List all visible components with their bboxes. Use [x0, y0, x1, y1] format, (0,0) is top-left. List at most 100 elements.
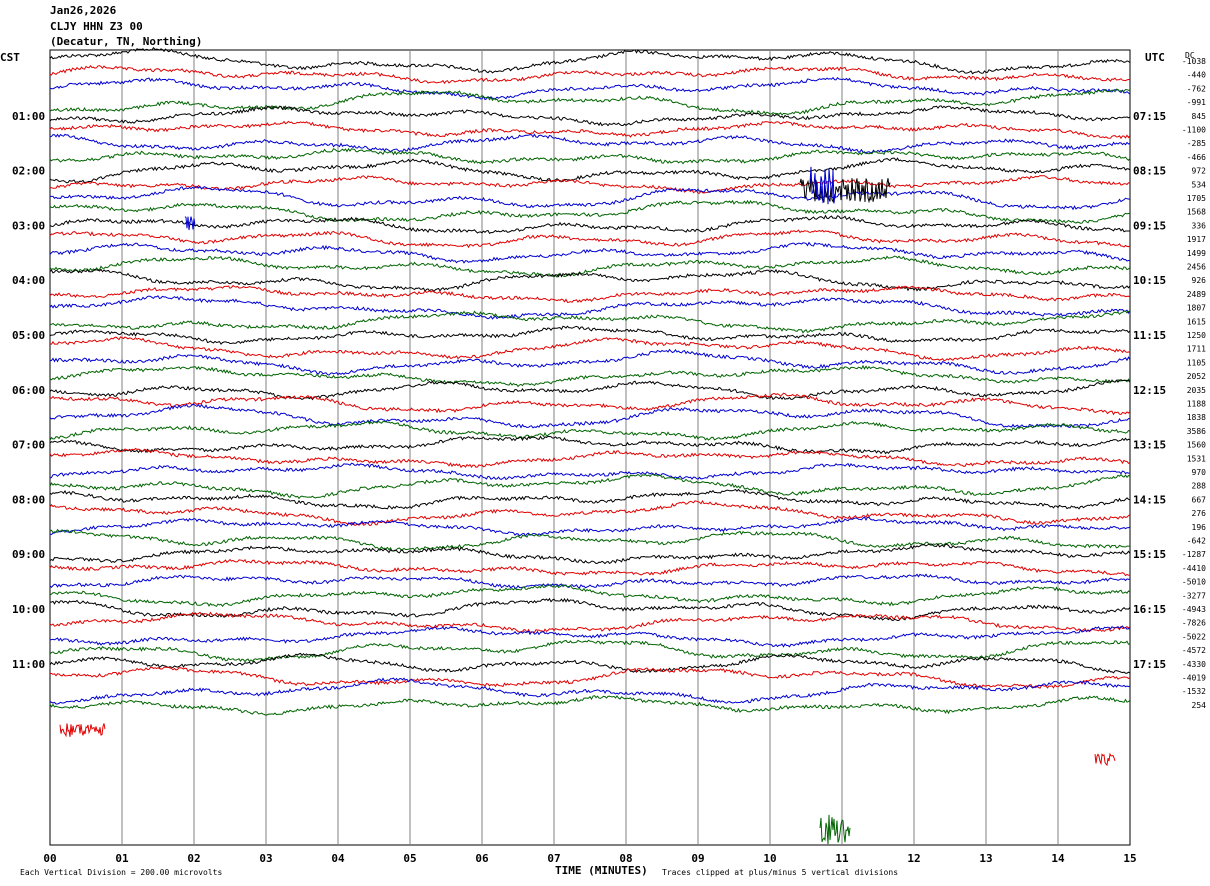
seismic-trace [49, 65, 1130, 85]
clip-note: Traces clipped at plus/minus 5 vertical … [662, 868, 899, 877]
seismic-event [809, 166, 836, 205]
seismic-trace [49, 420, 1131, 441]
seismic-event [819, 814, 851, 845]
seismic-trace [49, 348, 1131, 376]
axis-labels: CST 01:00 02:00 03:00 04:00 05:00 06:00 07:00 08… [0, 51, 1206, 865]
seismic-trace [49, 157, 1131, 184]
seismic-trace [49, 241, 1131, 264]
dc-offset-value: -5010 [1182, 578, 1206, 587]
seismic-event [59, 723, 106, 738]
dc-offset-value: 667 [1192, 495, 1207, 504]
time-label-cst: 10:00 [12, 603, 45, 616]
time-label-cst: 04:00 [12, 274, 45, 287]
seismic-trace [49, 175, 1131, 194]
time-label-utc: 17:15 [1133, 658, 1166, 671]
seismic-event [1094, 752, 1116, 767]
dc-offset-value: 926 [1192, 276, 1207, 285]
seismic-event [799, 178, 891, 204]
dc-offset-value: 196 [1192, 523, 1207, 532]
seismic-trace [49, 695, 1131, 716]
dc-offset-value: -5022 [1182, 632, 1206, 641]
seismic-trace [49, 488, 1131, 510]
x-tick-label: 01 [115, 852, 129, 865]
station-id: CLJY HHN Z3 00 [50, 20, 143, 33]
grid-lines [49, 49, 1131, 846]
x-tick-label: 07 [547, 852, 560, 865]
dc-offset-value: 1105 [1187, 358, 1206, 367]
seismic-trace [50, 310, 1131, 334]
x-tick-label: 10 [763, 852, 776, 865]
x-tick-label: 04 [331, 852, 345, 865]
dc-label: DC [1185, 51, 1195, 60]
dc-offset-value: 2052 [1187, 372, 1206, 381]
dc-offset-value: -440 [1187, 71, 1206, 80]
seismic-trace [49, 542, 1131, 565]
time-label-utc: 08:15 [1133, 165, 1166, 178]
x-tick-label: 11 [835, 852, 849, 865]
seismic-trace [49, 199, 1131, 224]
scale-note: Each Vertical Division = 200.00 microvol… [20, 868, 223, 877]
x-tick-label: 12 [907, 852, 920, 865]
seismic-trace [49, 435, 1131, 455]
time-label-cst: 07:00 [12, 439, 45, 452]
dc-offset-value: 845 [1192, 112, 1207, 121]
dc-offset-value: 1711 [1187, 345, 1206, 354]
seismic-trace [49, 255, 1131, 278]
dc-offset-value: 1188 [1187, 400, 1206, 409]
seismic-trace [49, 528, 1131, 552]
x-tick-label: 02 [187, 852, 200, 865]
seismic-trace [49, 76, 1131, 101]
dc-offset-value: 534 [1192, 180, 1207, 189]
seismic-trace [49, 268, 1131, 293]
time-label-utc: 13:15 [1133, 439, 1166, 452]
time-label-cst: 02:00 [12, 165, 45, 178]
dc-offset-value: 2035 [1187, 386, 1206, 395]
seismic-trace [49, 625, 1131, 648]
dc-offset-value: -285 [1187, 139, 1206, 148]
seismic-trace [49, 120, 1131, 140]
seismic-trace [49, 652, 1131, 674]
seismic-trace [49, 462, 1131, 481]
seismic-trace [49, 392, 1131, 416]
seismic-event [184, 216, 196, 231]
dc-offset-value: 1499 [1187, 249, 1206, 258]
time-label-utc: 10:15 [1133, 274, 1166, 287]
dc-offset-value: -4330 [1182, 660, 1206, 669]
dc-offset-value: -1287 [1182, 550, 1206, 559]
x-tick-label: 06 [475, 852, 489, 865]
plot-frame [49, 49, 1131, 846]
dc-offset-value: 2489 [1187, 290, 1206, 299]
x-tick-label: 09 [691, 852, 704, 865]
chart-date: Jan26,2026 [50, 4, 117, 17]
seismic-trace [49, 214, 1130, 234]
seismic-trace [49, 364, 1131, 388]
seismic-traces [49, 46, 1131, 845]
time-label-cst: 03:00 [12, 219, 45, 232]
x-tick-label: 13 [979, 852, 992, 865]
dc-offset-value: 1250 [1187, 331, 1206, 340]
left-axis-label: CST [0, 51, 20, 64]
time-label-cst: 06:00 [12, 384, 45, 397]
time-label-utc: 12:15 [1133, 384, 1166, 397]
seismic-trace [49, 597, 1131, 622]
time-label-cst: 11:00 [12, 658, 45, 671]
dc-offset-value: 1807 [1187, 304, 1206, 313]
time-label-cst: 09:00 [12, 548, 45, 561]
seismic-trace [49, 325, 1131, 345]
seismic-trace [50, 666, 1131, 689]
dc-offset-value: 1568 [1187, 208, 1206, 217]
seismic-trace [49, 639, 1131, 663]
seismic-trace [49, 336, 1131, 362]
time-label-utc: 16:15 [1133, 603, 1166, 616]
time-label-cst: 05:00 [12, 329, 45, 342]
dc-offset-value: 1560 [1187, 441, 1206, 450]
x-tick-label: 14 [1051, 852, 1065, 865]
seismic-trace [49, 473, 1131, 500]
x-tick-label: 03 [259, 852, 272, 865]
dc-offset-value: -4019 [1182, 674, 1206, 683]
dc-offset-value: -4410 [1182, 564, 1206, 573]
dc-offset-value: 2456 [1187, 263, 1206, 272]
x-tick-label: 00 [43, 852, 56, 865]
seismic-trace [49, 499, 1131, 527]
seismic-trace [49, 46, 1131, 75]
